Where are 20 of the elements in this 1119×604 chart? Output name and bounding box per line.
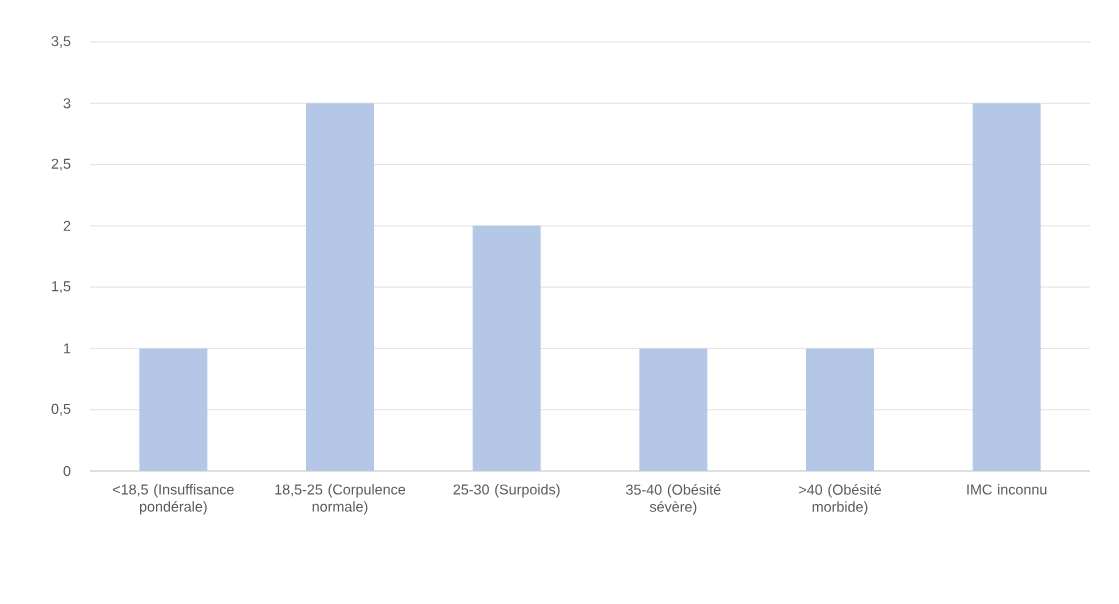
y-tick-label: 3 xyxy=(63,98,71,109)
bar xyxy=(639,348,708,471)
y-tick-label: 0 xyxy=(63,465,71,477)
x-tick-label: 35-40 (Obésité sévère) xyxy=(626,484,721,515)
y-tick-label: 1,5 xyxy=(52,281,71,293)
x-tick-label: IMC inconnu xyxy=(967,484,1047,495)
x-tick-label: 18,5-25 (Corpulence normale) xyxy=(275,484,406,515)
x-tick-label: 25-30 (Surpoids) xyxy=(453,484,560,498)
y-tick-label: 3,5 xyxy=(51,36,71,48)
bar xyxy=(472,225,541,471)
y-tick-label: 1 xyxy=(64,343,71,354)
y-tick-label: 2 xyxy=(63,220,71,231)
y-tick-label: 2,5 xyxy=(51,158,71,171)
y-tick-label: 0,5 xyxy=(51,403,71,416)
bar xyxy=(139,348,208,471)
bar xyxy=(306,103,374,471)
x-tick-label: >40 (Obésité morbide) xyxy=(799,484,882,515)
bar xyxy=(972,103,1041,471)
bar xyxy=(806,348,875,471)
x-tick-label: <18,5 (Insuffisance pondérale) xyxy=(112,484,234,515)
